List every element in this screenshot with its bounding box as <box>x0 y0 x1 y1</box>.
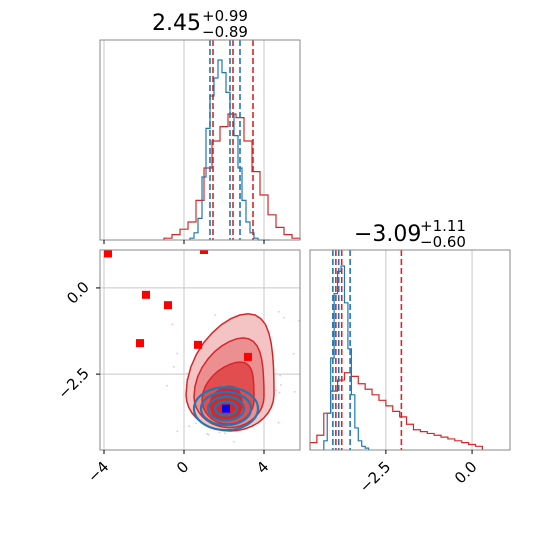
title-param1-lower: −0.89 <box>202 23 248 41</box>
joint-sample-point <box>292 352 295 355</box>
joint-clipped-group <box>100 250 340 450</box>
joint-sample-point <box>293 390 296 393</box>
joint-marker-red <box>142 290 150 299</box>
joint-contour-blue <box>192 386 260 432</box>
joint-xtick-label: −4 <box>84 458 112 486</box>
joint-sample-point <box>233 440 235 443</box>
hist-param2-content <box>309 250 484 450</box>
joint-content <box>100 250 340 450</box>
title-param2-lower: −0.60 <box>420 233 466 251</box>
hist-param2-frame <box>309 249 511 451</box>
joint-marker-red <box>136 339 144 348</box>
hist2-xtick-label: −2.5 <box>356 458 394 496</box>
hist2-xtick-label: 0.0 <box>451 458 481 488</box>
joint-frame <box>99 249 301 451</box>
hist-param2-ticks: −2.5 0.0 <box>356 450 481 496</box>
joint-sample-point <box>176 430 179 433</box>
joint-xtick-label: 4 <box>253 458 272 477</box>
joint-sample-point <box>277 421 280 424</box>
joint-marker-red <box>194 340 202 349</box>
joint-contour-blue <box>199 390 253 427</box>
title-param1-upper: +0.99 <box>202 7 248 25</box>
joint-ytick-label: −2.5 <box>54 364 92 402</box>
joint-sample-point <box>188 425 191 428</box>
joint-sample-point <box>166 384 168 387</box>
title-param2-upper: +1.11 <box>420 217 466 235</box>
hist2-series-blue <box>323 265 370 450</box>
title-param2: −3.09 +1.11 −0.60 <box>354 217 466 251</box>
joint-sample-point <box>283 316 285 319</box>
joint-sample-point <box>214 314 217 316</box>
joint-contour-blue <box>206 395 246 422</box>
joint-sample-point <box>223 432 226 435</box>
joint-sample-point <box>298 319 300 322</box>
joint-marker-red <box>200 250 208 254</box>
joint-sample-point <box>172 365 175 368</box>
hist-param1-panel <box>99 39 301 244</box>
joint-sample-point <box>207 433 210 436</box>
title-param1: 2.45 +0.99 −0.89 <box>152 7 248 41</box>
joint-marker-blue <box>222 404 230 413</box>
joint-panel: −4 0 4 −2.5 0.0 <box>54 249 340 486</box>
joint-sample-point <box>280 383 283 386</box>
title-param2-value: −3.09 <box>354 222 421 247</box>
joint-sample-point <box>195 422 197 425</box>
hist-param1-frame <box>99 39 301 241</box>
joint-xtick-label: 0 <box>173 458 192 477</box>
joint-sample-point <box>171 323 174 326</box>
joint-sample-point <box>279 374 282 377</box>
joint-ytick-label: 0.0 <box>63 278 93 308</box>
joint-sample-point <box>338 319 340 321</box>
joint-contour-blue <box>213 400 239 417</box>
joint-sample-point <box>277 310 280 313</box>
joint-marker-red <box>104 250 112 258</box>
joint-sample-point <box>176 352 179 355</box>
hist-param1-content <box>103 40 301 241</box>
joint-sample-point <box>218 431 221 434</box>
joint-sample-point <box>278 391 281 394</box>
hist-param1-ticks <box>103 240 265 244</box>
hist-param2-panel: −2.5 0.0 <box>309 249 511 496</box>
joint-marker-red <box>244 352 252 361</box>
joint-marker-red <box>164 301 172 310</box>
hist2-series-red <box>309 372 484 450</box>
joint-sample-point <box>275 389 278 392</box>
joint-sample-point <box>186 372 188 375</box>
title-param1-value: 2.45 <box>152 11 201 36</box>
